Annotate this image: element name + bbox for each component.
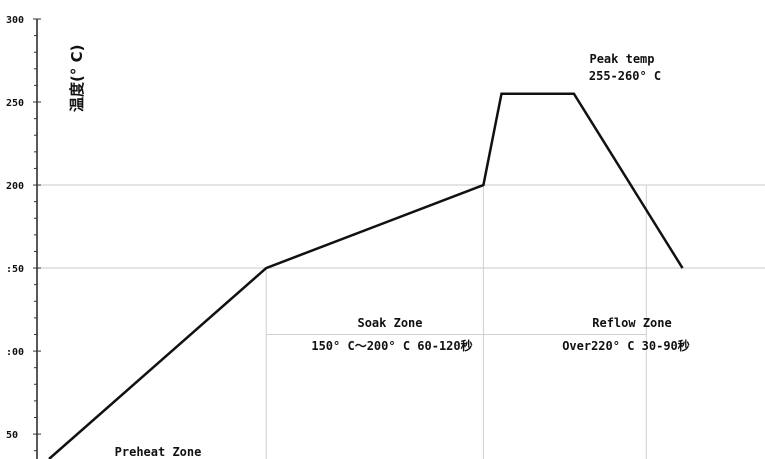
- peak-range: 255-260° C: [589, 69, 661, 83]
- preheat-zone-title: Preheat Zone: [115, 445, 202, 459]
- y-tick-label-100: :00: [6, 347, 24, 358]
- series-group: [48, 92, 684, 459]
- y-tick-label-300: 300: [6, 15, 24, 26]
- soak-zone-detail: 150° C～200° C 60-120秒: [311, 338, 472, 353]
- zone-boundaries: [265, 185, 647, 459]
- series-line-0: [48, 92, 684, 459]
- y-tick-label-200: 200: [6, 181, 24, 192]
- y-axis-label: 温度(° C): [68, 45, 86, 112]
- reflow-zone-detail: Over220° C 30-90秒: [562, 338, 690, 353]
- grid-lines: [37, 184, 765, 269]
- peak-title: Peak temp: [589, 52, 654, 66]
- y-tick-label-50: 50: [6, 430, 18, 441]
- soak-zone-title: Soak Zone: [357, 316, 422, 330]
- y-tick-label-150: :50: [6, 264, 24, 275]
- y-tick-label-250: 250: [6, 98, 24, 109]
- reflow-zone-title: Reflow Zone: [592, 316, 671, 330]
- y-axis: 50 :00 :50 200 250 300: [6, 15, 41, 459]
